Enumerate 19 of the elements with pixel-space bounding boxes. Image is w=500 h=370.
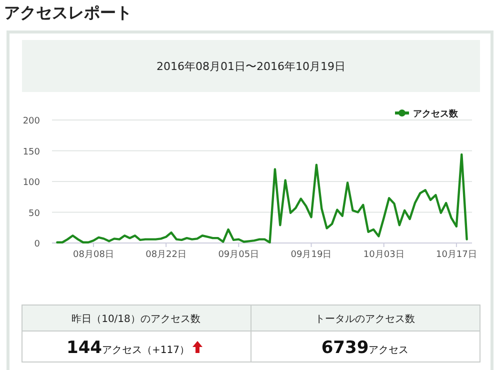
x-tick-label: 09月05日: [218, 250, 260, 260]
y-tick-label: 0: [34, 240, 40, 250]
text: 6739アクセス: [321, 338, 409, 358]
y-tick-label: 50: [28, 208, 40, 219]
x-tick-label: 09月19日: [290, 250, 332, 260]
text: 144アクセス（+117）: [66, 338, 190, 358]
x-tick-label: 10月17日: [436, 250, 477, 260]
legend-label: アクセス数: [413, 108, 459, 120]
x-tick-label: 10月03日: [363, 250, 404, 260]
y-tick-label: 150: [22, 147, 40, 158]
chart-subtitle: 2016年08月01日〜2016年10月19日: [156, 60, 346, 73]
x-tick-label: 08月08日: [73, 250, 114, 260]
y-tick-label: 200: [22, 116, 40, 126]
y-tick-label: 100: [22, 178, 40, 188]
x-tick-label: 08月22日: [146, 250, 187, 260]
text: 昨日（10/18）のアクセス数: [72, 313, 200, 325]
chart-title: アクセスレポート: [4, 3, 132, 22]
text: トータルのアクセス数: [315, 314, 415, 325]
line-series: [56, 153, 468, 244]
